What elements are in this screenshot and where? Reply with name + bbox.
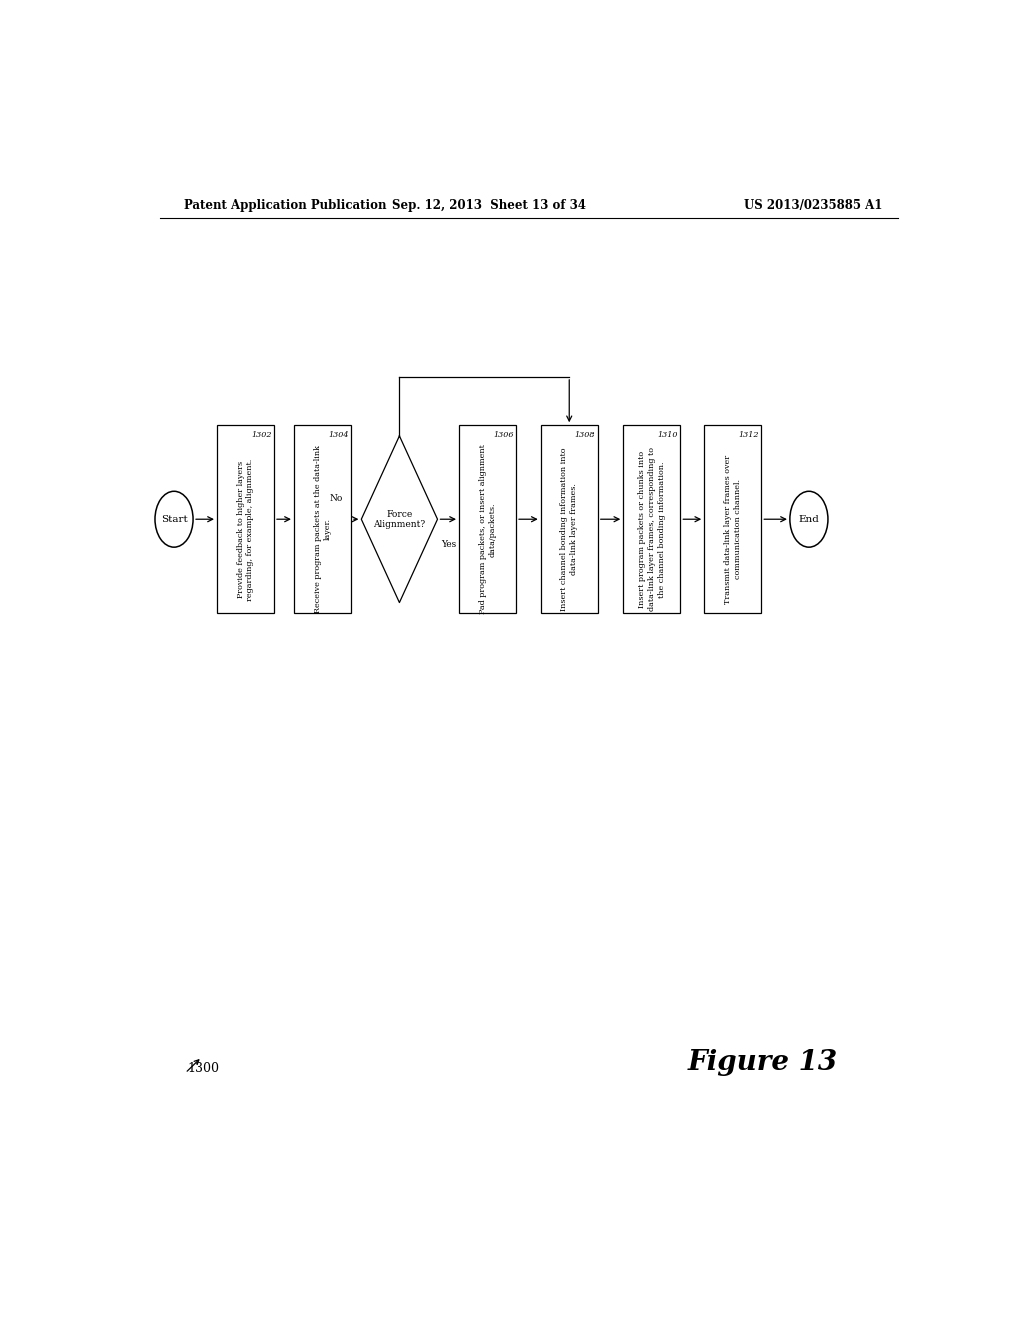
Text: Provide feedback to higher layers
regarding, for example, alignment.: Provide feedback to higher layers regard… (237, 458, 254, 601)
Text: End: End (799, 515, 819, 524)
Text: 1302: 1302 (251, 432, 271, 440)
Text: 1300: 1300 (187, 1061, 219, 1074)
FancyBboxPatch shape (705, 425, 761, 614)
Text: 1304: 1304 (328, 432, 348, 440)
FancyBboxPatch shape (217, 425, 274, 614)
FancyBboxPatch shape (459, 425, 516, 614)
Text: 1308: 1308 (574, 432, 595, 440)
Text: 1306: 1306 (494, 432, 514, 440)
Text: Insert channel bonding information into
data-link layer frames.: Insert channel bonding information into … (560, 447, 579, 611)
Text: Start: Start (161, 515, 187, 524)
Ellipse shape (155, 491, 194, 548)
Text: Patent Application Publication: Patent Application Publication (183, 198, 386, 211)
Text: Receive program packets at the data-link
layer.: Receive program packets at the data-link… (313, 445, 332, 614)
Polygon shape (361, 436, 437, 602)
Text: Figure 13: Figure 13 (688, 1049, 838, 1077)
Text: US 2013/0235885 A1: US 2013/0235885 A1 (743, 198, 882, 211)
Text: 1312: 1312 (738, 432, 759, 440)
FancyBboxPatch shape (624, 425, 680, 614)
Text: Insert program packets or chunks into
data-link layer frames, corresponding to
t: Insert program packets or chunks into da… (638, 447, 666, 611)
FancyBboxPatch shape (294, 425, 351, 614)
Text: Force
Alignment?: Force Alignment? (374, 510, 426, 529)
Text: No: No (330, 495, 343, 503)
Text: Pad program packets, or insert alignment
data/packets.: Pad program packets, or insert alignment… (478, 445, 497, 614)
Ellipse shape (790, 491, 828, 548)
Text: Transmit data-link layer frames over
communication channel.: Transmit data-link layer frames over com… (724, 455, 741, 605)
FancyBboxPatch shape (541, 425, 598, 614)
Text: 1310: 1310 (657, 432, 678, 440)
Text: Sep. 12, 2013  Sheet 13 of 34: Sep. 12, 2013 Sheet 13 of 34 (392, 198, 586, 211)
Text: Yes: Yes (440, 540, 456, 549)
